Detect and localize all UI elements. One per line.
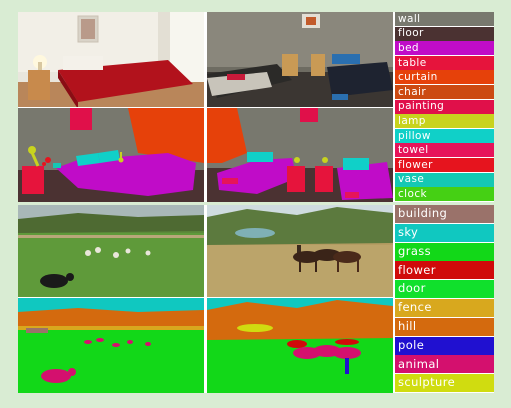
legend-item-floor: floor <box>395 26 494 41</box>
legend-item-flower: flower <box>395 261 494 280</box>
legend-item-lamp: lamp <box>395 114 494 129</box>
horses-segmentation <box>207 298 393 393</box>
legend-item-towel: towel <box>395 143 494 158</box>
legend-item-table: table <box>395 55 494 70</box>
legend-item-pole: pole <box>395 336 494 355</box>
bedroom-photo-1 <box>18 12 204 107</box>
bedroom-figure-panel: wall floor bed table curtain chair paint… <box>18 12 494 202</box>
legend-item-fence: fence <box>395 299 494 317</box>
legend-item-chair: chair <box>395 85 494 99</box>
legend-item-curtain: curtain <box>395 70 494 85</box>
bedroom-segmentation-1 <box>18 108 204 202</box>
field-photo <box>18 205 204 297</box>
bedroom-segmentation-2 <box>207 108 393 202</box>
legend-item-clock: clock <box>395 187 494 202</box>
legend-item-wall: wall <box>395 12 494 26</box>
legend-item-building: building <box>395 205 494 223</box>
legend-item-bed: bed <box>395 41 494 56</box>
legend-item-animal: animal <box>395 355 494 374</box>
legend-item-hill: hill <box>395 317 494 336</box>
legend-item-sky: sky <box>395 223 494 242</box>
legend-item-door: door <box>395 280 494 299</box>
legend-item-pillow: pillow <box>395 128 494 143</box>
horses-photo <box>207 205 393 297</box>
outdoor-figure-panel: building sky grass flower door fence hil… <box>18 205 494 393</box>
bedroom-photo-2 <box>207 12 393 107</box>
field-segmentation <box>18 298 204 393</box>
legend-item-grass: grass <box>395 242 494 261</box>
legend-item-painting: painting <box>395 99 494 114</box>
legend-item-sculpture: sculpture <box>395 374 494 393</box>
legend-item-vase: vase <box>395 172 494 187</box>
legend-item-flower: flower <box>395 158 494 172</box>
